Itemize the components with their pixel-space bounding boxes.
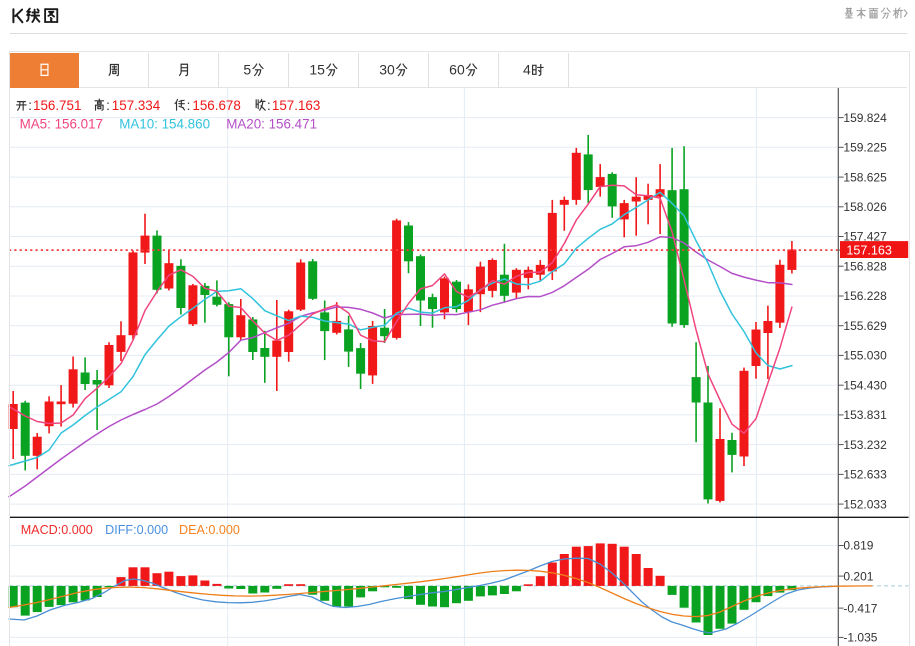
svg-text::: : xyxy=(28,98,32,113)
svg-text:155.030: 155.030 xyxy=(843,349,887,363)
svg-text:152.033: 152.033 xyxy=(843,497,887,511)
svg-text:4: 4 xyxy=(523,62,531,78)
svg-text:154.430: 154.430 xyxy=(843,378,887,392)
svg-text:-1.035: -1.035 xyxy=(843,631,877,645)
svg-text:155.629: 155.629 xyxy=(843,319,887,333)
svg-text:MA10: 154.860: MA10: 154.860 xyxy=(119,116,210,131)
svg-text:DEA:0.000: DEA:0.000 xyxy=(179,523,240,537)
svg-text:153.232: 153.232 xyxy=(843,438,887,452)
svg-text:5: 5 xyxy=(243,62,251,78)
svg-text:15: 15 xyxy=(309,62,325,78)
svg-text:0.201: 0.201 xyxy=(843,569,873,583)
svg-text:157.334: 157.334 xyxy=(112,98,161,113)
svg-text:158.625: 158.625 xyxy=(843,170,887,184)
svg-text:60: 60 xyxy=(449,62,465,78)
svg-text:DIFF:0.000: DIFF:0.000 xyxy=(105,523,168,537)
svg-text:156.751: 156.751 xyxy=(33,98,81,113)
svg-text:-0.417: -0.417 xyxy=(843,601,877,615)
svg-text:157.427: 157.427 xyxy=(843,230,887,244)
svg-text:MA5: 156.017: MA5: 156.017 xyxy=(20,116,103,131)
svg-text:159.824: 159.824 xyxy=(843,111,887,125)
svg-text:152.633: 152.633 xyxy=(843,468,887,482)
svg-text:156.828: 156.828 xyxy=(843,259,887,273)
svg-text:159.225: 159.225 xyxy=(843,141,887,155)
svg-text:157.163: 157.163 xyxy=(272,98,320,113)
svg-text:0.819: 0.819 xyxy=(843,539,873,553)
svg-text::: : xyxy=(267,98,271,113)
svg-text::: : xyxy=(187,98,191,113)
svg-text:157.163: 157.163 xyxy=(846,243,892,257)
svg-text:158.026: 158.026 xyxy=(843,200,887,214)
svg-text:MA20: 156.471: MA20: 156.471 xyxy=(226,116,317,131)
svg-text:30: 30 xyxy=(379,62,395,78)
svg-text:MACD:0.000: MACD:0.000 xyxy=(21,523,93,537)
svg-text:153.831: 153.831 xyxy=(843,408,887,422)
svg-text:156.678: 156.678 xyxy=(192,98,240,113)
svg-text::: : xyxy=(106,98,110,113)
svg-text:156.228: 156.228 xyxy=(843,289,887,303)
